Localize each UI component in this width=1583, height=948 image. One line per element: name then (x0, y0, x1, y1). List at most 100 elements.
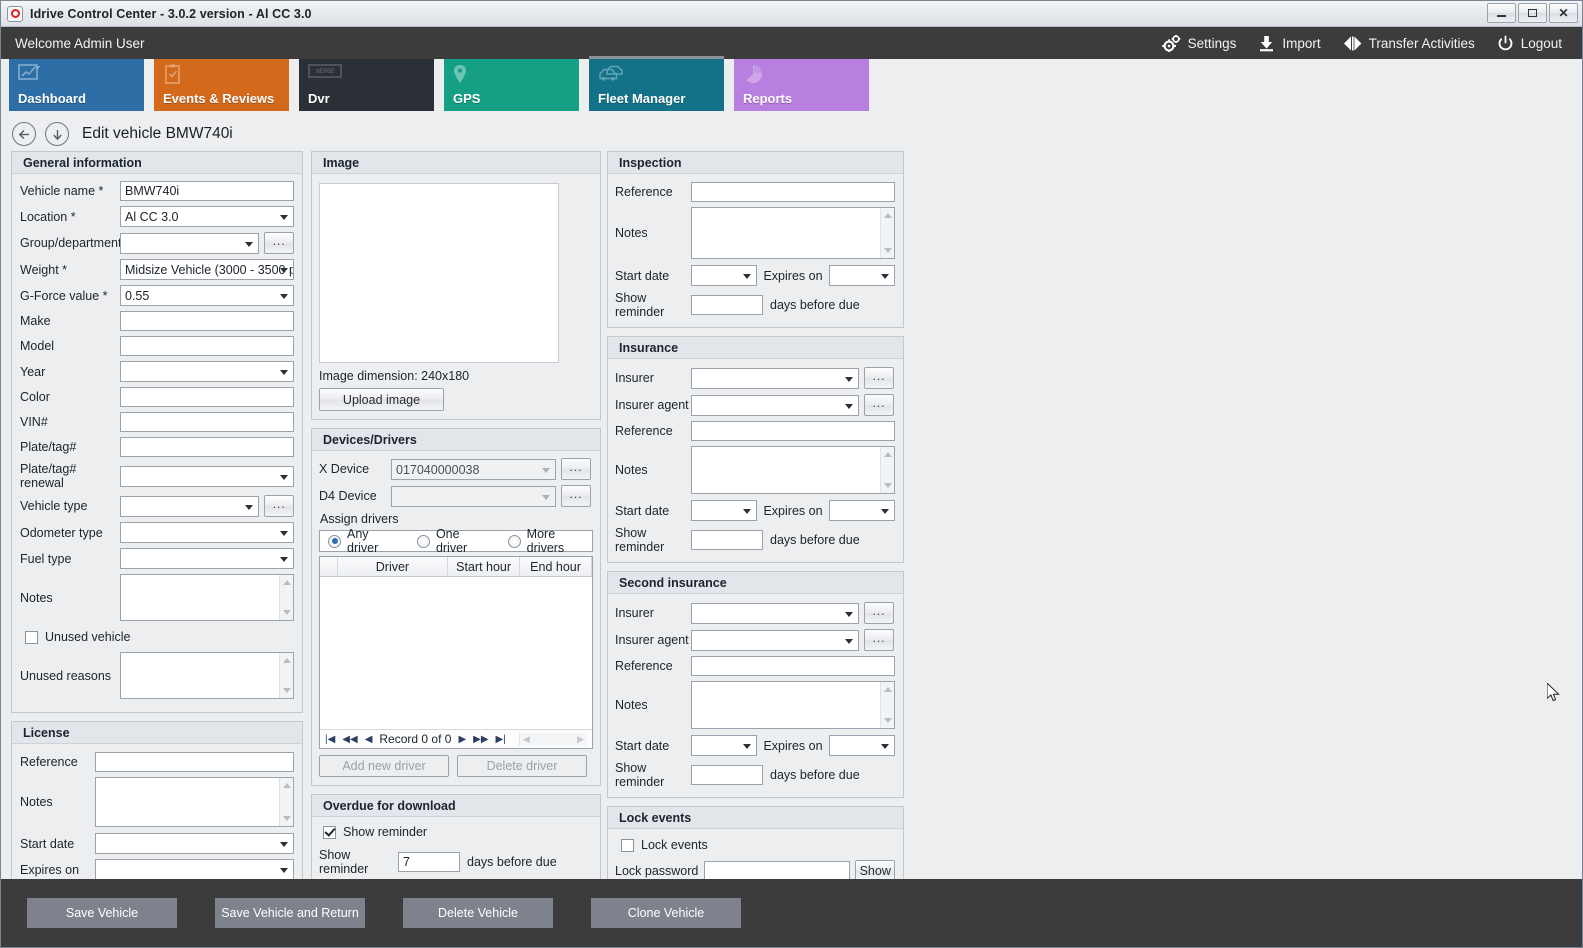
checkbox-unused-vehicle[interactable]: Unused vehicle (25, 630, 294, 644)
select-license-expires[interactable] (95, 859, 294, 880)
drivers-grid-body[interactable] (320, 577, 592, 729)
group-department-browse-button[interactable]: ... (264, 232, 294, 254)
nav-tab-dashboard[interactable]: Dashboard (9, 59, 144, 111)
select-plate-renewal[interactable] (120, 465, 294, 487)
select-inspection-expires[interactable] (828, 265, 895, 286)
overdue-show-reminder-checkbox-box[interactable] (323, 825, 336, 839)
maximize-button[interactable] (1518, 3, 1547, 23)
select-second-insurance-start-date[interactable] (691, 735, 758, 756)
select-group-department[interactable] (120, 232, 260, 254)
select-weight[interactable]: Midsize Vehicle (3000 - 3500 p... (120, 259, 294, 280)
select-insurance-insurer[interactable] (691, 367, 859, 389)
select-second-insurance-agent[interactable] (691, 629, 859, 651)
unused-reasons-scrollbar[interactable] (279, 653, 293, 698)
minimize-button[interactable] (1487, 3, 1516, 23)
checkbox-lock-events[interactable]: Lock events (621, 838, 895, 852)
grid-col-start-hour[interactable]: Start hour (448, 557, 521, 576)
menu-item-import[interactable]: Import (1258, 35, 1321, 52)
grid-prev-button[interactable]: ◀ (364, 733, 373, 745)
select-year[interactable] (120, 361, 294, 382)
show-password-button[interactable]: Show (855, 860, 895, 881)
nav-tab-fleet-manager[interactable]: Fleet Manager (589, 56, 724, 111)
one-driver-radio-button[interactable] (416, 534, 430, 548)
radio-any-driver[interactable]: Any driver (328, 527, 393, 555)
second-insurance-insurer-browse-button[interactable]: ... (864, 602, 894, 624)
close-button[interactable]: ✕ (1549, 3, 1578, 23)
select-second-insurance-insurer[interactable] (691, 602, 859, 624)
textarea-license-notes[interactable] (95, 777, 294, 827)
delete-vehicle-button[interactable]: Delete Vehicle (403, 898, 553, 928)
input-second-insurance-reference[interactable] (691, 656, 895, 676)
menu-item-settings[interactable]: Settings (1161, 34, 1236, 52)
input-vehicle-name[interactable]: BMW740i (120, 181, 294, 201)
vehicle-type-browse-button[interactable]: ... (264, 495, 294, 517)
drivers-grid-horizontal-scrollbar[interactable]: ◀ ▶ (518, 732, 587, 746)
inspection-notes-scrollbar[interactable] (880, 208, 894, 258)
grid-next-page-button[interactable]: ▶▶ (473, 733, 489, 745)
menu-item-transfer-activities[interactable]: Transfer Activities (1343, 35, 1475, 52)
d4-device-browse-button[interactable]: ... (561, 485, 591, 507)
menu-item-logout[interactable]: Logout (1497, 35, 1562, 52)
nav-tab-dvr[interactable]: mERGE Dvr (299, 59, 434, 111)
second-insurance-notes-scrollbar[interactable] (880, 682, 894, 728)
select-second-insurance-expires[interactable] (828, 735, 895, 756)
select-gforce[interactable]: 0.55 (120, 285, 294, 306)
select-fuel-type[interactable] (120, 548, 294, 569)
upload-image-button[interactable]: Upload image (319, 388, 444, 411)
input-second-insurance-reminder[interactable] (691, 765, 763, 785)
grid-last-button[interactable]: ▶| (495, 733, 506, 745)
nav-tab-events-reviews[interactable]: Events & Reviews (154, 59, 289, 111)
select-insurance-expires[interactable] (828, 500, 895, 521)
textarea-inspection-notes[interactable] (691, 207, 895, 259)
x-device-browse-button[interactable]: ... (561, 458, 591, 480)
license-notes-scrollbar[interactable] (279, 778, 293, 826)
lock-events-checkbox-box[interactable] (621, 838, 634, 852)
input-insurance-reminder[interactable] (691, 530, 763, 550)
textarea-insurance-notes[interactable] (691, 446, 895, 494)
radio-more-drivers[interactable]: More drivers (507, 527, 584, 555)
grid-prev-page-button[interactable]: ◀◀ (342, 733, 358, 745)
textarea-unused-reasons[interactable] (120, 652, 294, 699)
checkbox-overdue-show-reminder[interactable]: Show reminder (323, 825, 593, 839)
more-drivers-radio-button[interactable] (507, 534, 521, 548)
input-inspection-reminder[interactable] (691, 295, 763, 315)
input-color[interactable] (120, 387, 294, 407)
select-insurance-start-date[interactable] (691, 500, 758, 521)
grid-next-button[interactable]: ▶ (458, 733, 467, 745)
grid-first-button[interactable]: |◀ (325, 733, 336, 745)
input-plate-tag[interactable] (120, 437, 294, 457)
select-vehicle-type[interactable] (120, 495, 260, 517)
add-new-driver-button[interactable]: Add new driver (319, 755, 449, 777)
grid-col-driver[interactable]: Driver (338, 557, 449, 576)
input-inspection-reference[interactable] (691, 182, 895, 202)
select-d4-device[interactable] (391, 485, 556, 507)
textarea-second-insurance-notes[interactable] (691, 681, 895, 729)
nav-tab-reports[interactable]: Reports (734, 59, 869, 111)
select-insurance-agent[interactable] (691, 394, 859, 416)
insurance-notes-scrollbar[interactable] (880, 447, 894, 493)
save-vehicle-button[interactable]: Save Vehicle (27, 898, 177, 928)
any-driver-radio-button[interactable] (328, 534, 341, 548)
nav-tab-gps[interactable]: GPS (444, 59, 579, 111)
select-x-device[interactable]: 017040000038 (391, 458, 556, 480)
second-insurance-agent-browse-button[interactable]: ... (864, 629, 894, 651)
insurance-agent-browse-button[interactable]: ... (864, 394, 894, 416)
clone-vehicle-button[interactable]: Clone Vehicle (591, 898, 741, 928)
select-odometer-type[interactable] (120, 522, 294, 543)
general-notes-scrollbar[interactable] (279, 575, 293, 620)
input-make[interactable] (120, 311, 294, 331)
input-vin[interactable] (120, 412, 294, 432)
grid-col-end-hour[interactable]: End hour (520, 557, 592, 576)
arrow-left-circle-icon[interactable] (12, 122, 36, 146)
select-license-start-date[interactable] (95, 833, 294, 854)
input-overdue-reminder-days[interactable]: 7 (398, 852, 460, 872)
drivers-grid[interactable]: Driver Start hour End hour |◀ ◀◀ ◀ Recor… (319, 556, 593, 749)
radio-one-driver[interactable]: One driver (416, 527, 484, 555)
unused-vehicle-checkbox-box[interactable] (25, 630, 38, 644)
save-vehicle-and-return-button[interactable]: Save Vehicle and Return (215, 898, 365, 928)
input-model[interactable] (120, 336, 294, 356)
select-location[interactable]: Al CC 3.0 (120, 206, 294, 227)
input-insurance-reference[interactable] (691, 421, 895, 441)
input-lock-password[interactable] (704, 860, 851, 881)
input-license-reference[interactable] (95, 752, 294, 772)
